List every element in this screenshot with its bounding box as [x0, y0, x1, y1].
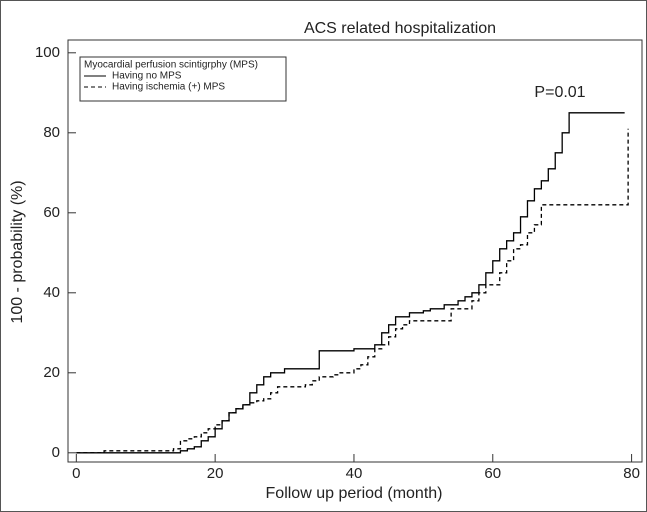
y-tick-label: 100: [35, 44, 60, 61]
y-tick-label: 0: [52, 444, 60, 461]
x-tick-label: 60: [484, 465, 501, 482]
legend-box: [79, 56, 287, 102]
x-tick-label: 0: [72, 465, 80, 482]
y-tick-label: 60: [43, 204, 60, 221]
y-tick-label: 80: [43, 124, 60, 141]
km-curve: [76, 112, 625, 454]
x-tick-label: 40: [346, 465, 363, 482]
y-tick-label: 40: [43, 284, 60, 301]
legend-label: Having ischemia (+) MPS: [112, 82, 225, 93]
chart-title: ACS related hospitalization: [304, 20, 496, 37]
x-tick-label: 80: [623, 465, 640, 482]
x-axis-label: Follow up period (month): [266, 485, 443, 502]
y-axis-label: 100 - probability (%): [9, 180, 26, 323]
plot-frame: [67, 39, 643, 463]
km-curve: [76, 128, 629, 454]
legend-title: Myocardial perfusion scintigrphy (MPS): [84, 60, 258, 71]
legend-label: Having no MPS: [112, 71, 182, 82]
p-value: P=0.01: [534, 84, 585, 101]
y-tick-label: 20: [43, 364, 60, 381]
x-tick-label: 20: [207, 465, 224, 482]
